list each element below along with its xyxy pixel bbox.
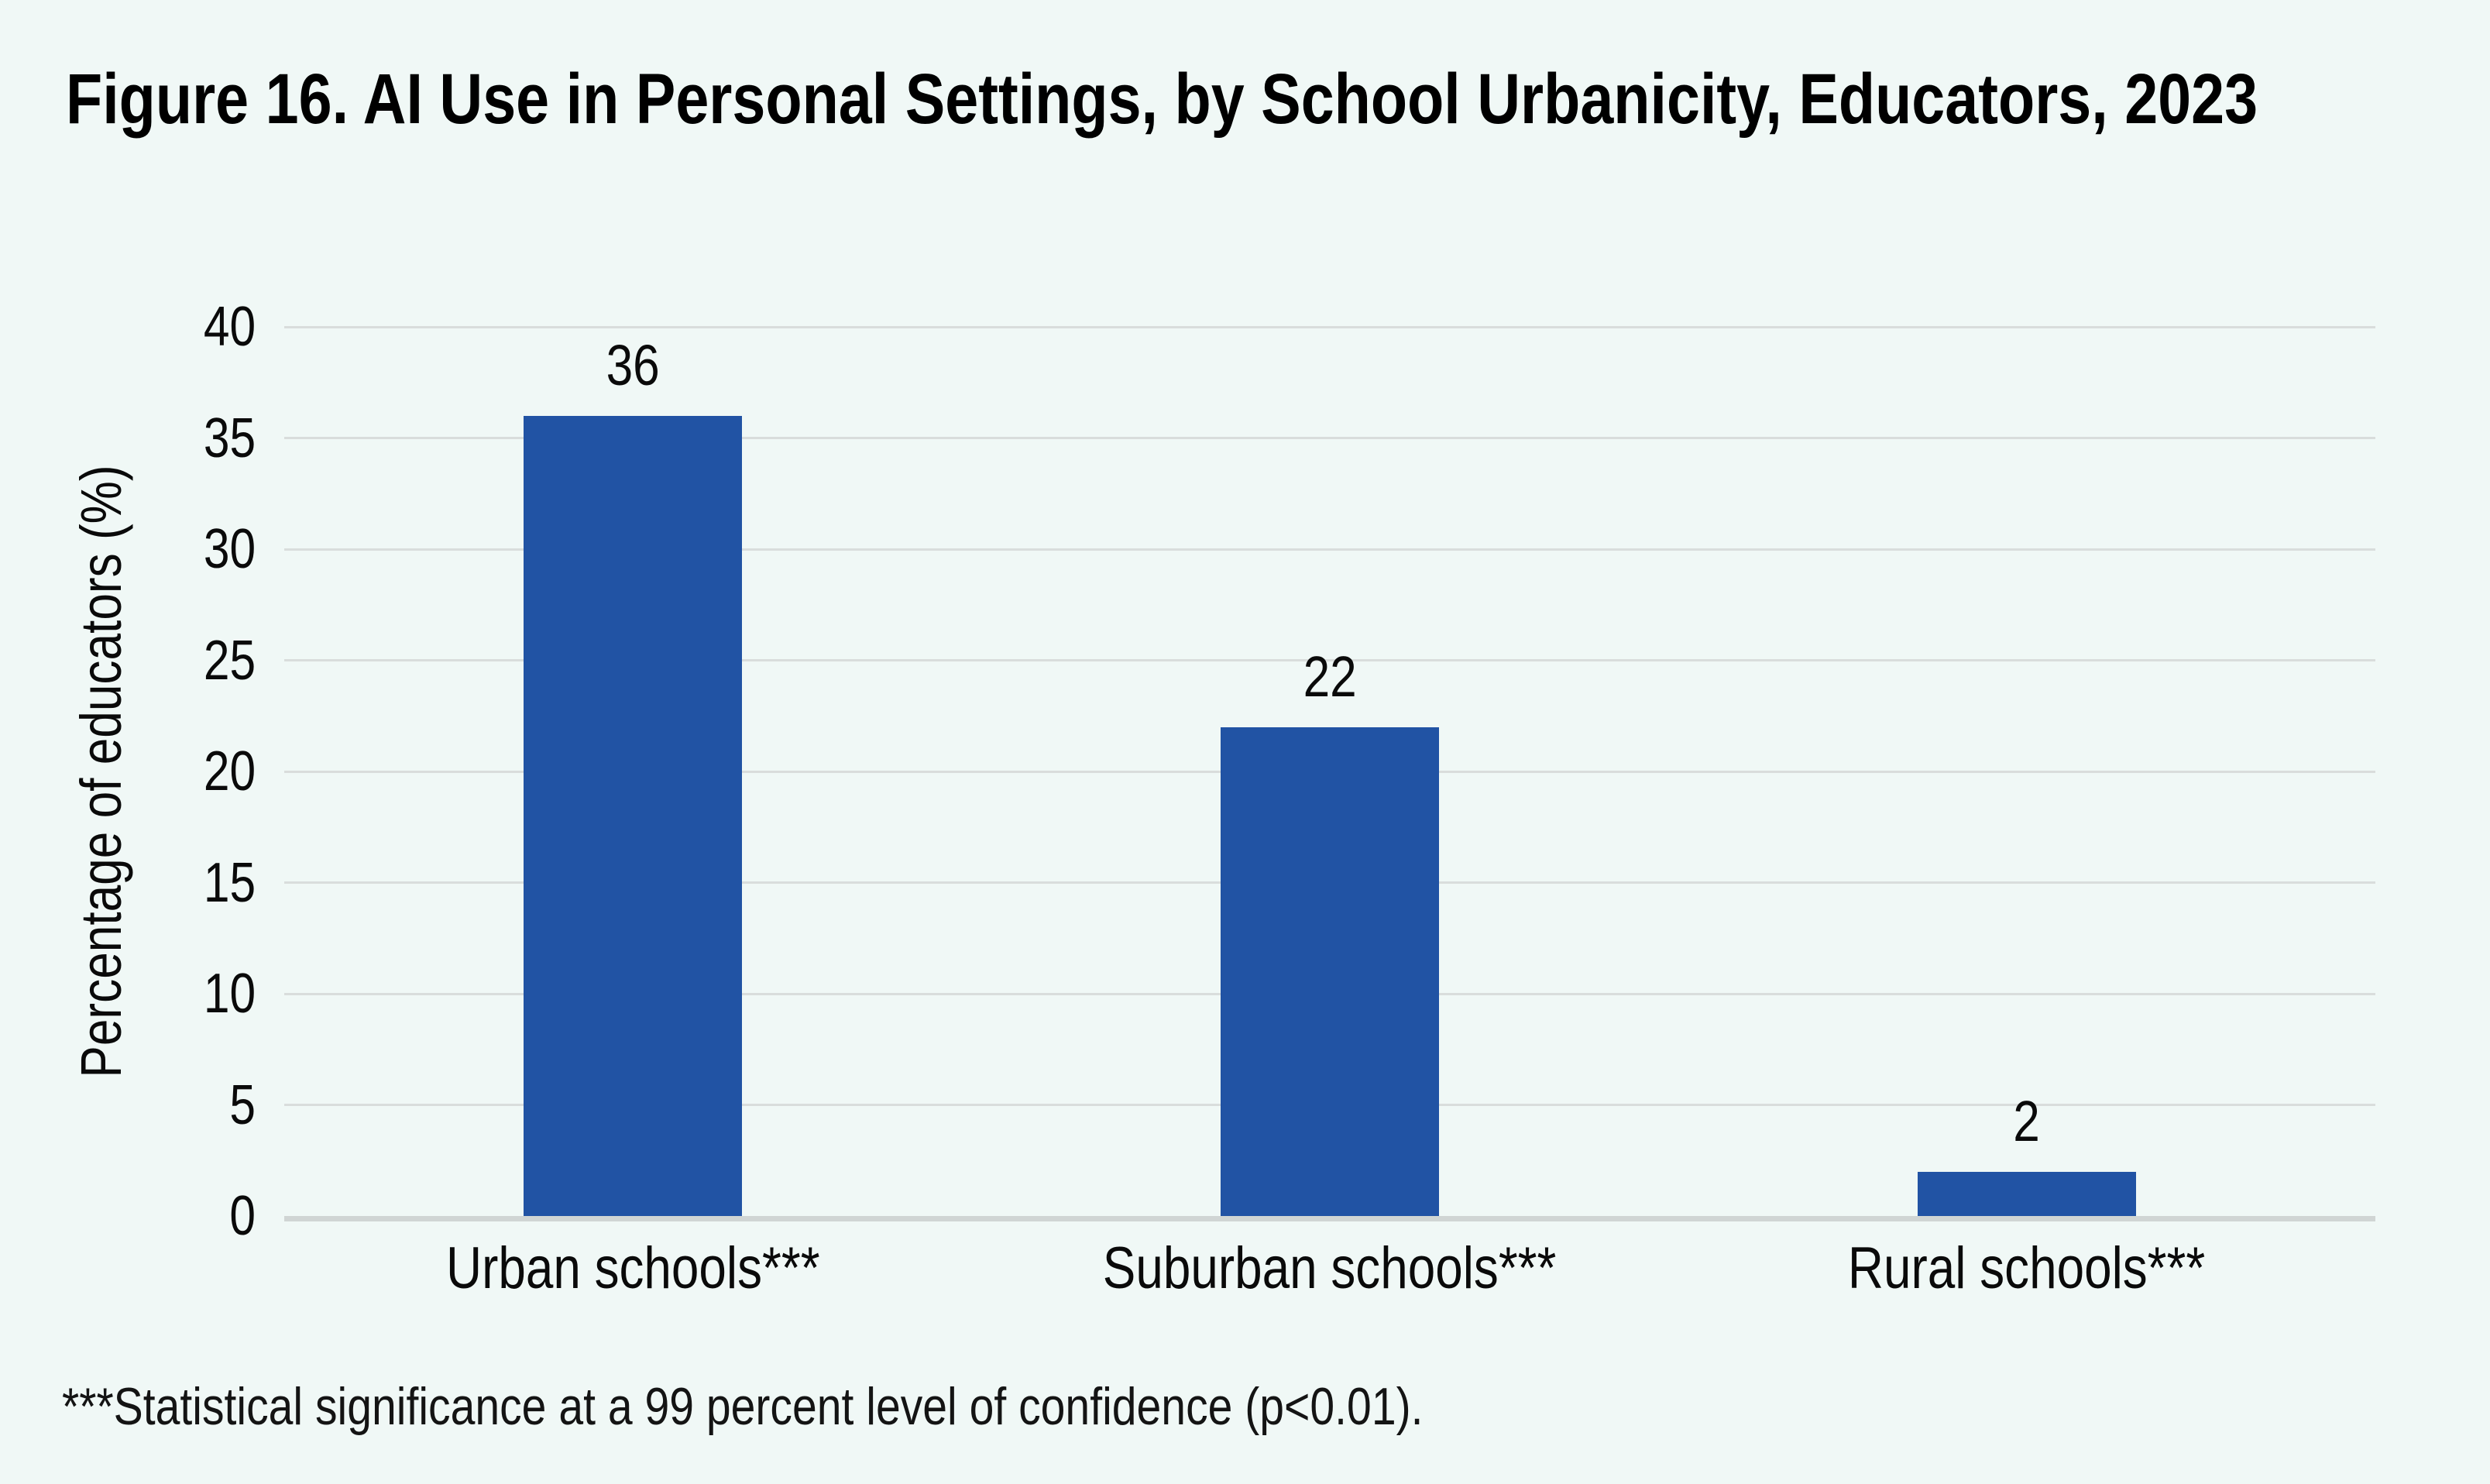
gridline-30 [284, 548, 2375, 551]
bar-value-label-suburban-schools: 22 [981, 648, 1678, 706]
y-tick-label-text: 5 [229, 1073, 256, 1136]
x-axis-line [284, 1216, 2375, 1221]
y-tick-label-text: 0 [229, 1185, 256, 1247]
bar-value-text: 36 [606, 332, 660, 397]
y-tick-label-text: 15 [203, 851, 256, 914]
bar-rural-schools [1918, 1171, 2136, 1216]
x-category-text: Suburban schools*** [1103, 1235, 1557, 1301]
y-tick-label-text: 25 [203, 629, 256, 692]
y-tick-label-15: 15 [93, 855, 256, 911]
y-tick-label-25: 25 [93, 633, 256, 689]
x-category-label-rural-schools: Rural schools*** [1678, 1239, 2375, 1298]
y-tick-label-text: 35 [203, 407, 256, 469]
figure-title: Figure 16. AI Use in Personal Settings, … [66, 60, 2490, 139]
gridline-40 [284, 325, 2375, 328]
bar-urban-schools [524, 415, 742, 1216]
gridline-35 [284, 437, 2375, 439]
footnote-text: ***Statistical significance at a 99 perc… [62, 1377, 1424, 1436]
y-tick-label-0: 0 [93, 1188, 256, 1244]
y-tick-label-20: 20 [93, 744, 256, 799]
plot-area: 0 5 10 15 20 25 30 35 40 36 Urban schools*** 22 Subu… [204, 299, 2375, 1298]
y-tick-label-text: 10 [203, 963, 256, 1025]
y-tick-label-5: 5 [93, 1077, 256, 1133]
y-tick-label-10: 10 [93, 966, 256, 1022]
bar-value-label-urban-schools: 36 [284, 332, 981, 397]
y-tick-label-text: 30 [203, 518, 256, 580]
y-tick-label-40: 40 [93, 299, 256, 355]
gridline-25 [284, 659, 2375, 661]
y-tick-label-30: 30 [93, 521, 256, 577]
bar-value-text: 22 [1303, 644, 1357, 709]
y-tick-label-35: 35 [93, 411, 256, 466]
x-category-label-urban-schools: Urban schools*** [284, 1239, 981, 1298]
bar-value-text: 2 [2013, 1088, 2041, 1153]
y-tick-label-text: 40 [203, 296, 256, 358]
bar-suburban-schools [1221, 727, 1439, 1216]
footnote: ***Statistical significance at a 99 perc… [62, 1376, 1682, 1439]
x-category-text: Urban schools*** [445, 1235, 820, 1301]
x-category-label-suburban-schools: Suburban schools*** [981, 1239, 1678, 1298]
y-tick-label-text: 20 [203, 740, 256, 802]
bar-value-label-rural-schools: 2 [1678, 1088, 2375, 1153]
figure-title-text: Figure 16. AI Use in Personal Settings, … [66, 60, 2258, 139]
x-category-text: Rural schools*** [1848, 1235, 2206, 1301]
